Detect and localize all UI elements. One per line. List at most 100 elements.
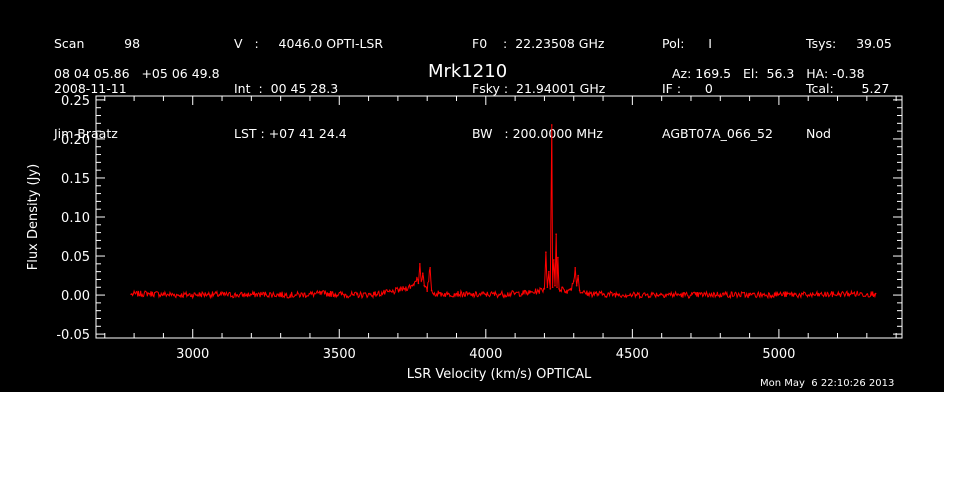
data-point bbox=[660, 293, 663, 296]
y-tick-label: 0.00 bbox=[61, 289, 90, 304]
x-tick-label: 4000 bbox=[469, 347, 502, 362]
az-el-ha: Az: 169.5 El: 56.3 HA: -0.38 bbox=[672, 66, 865, 81]
data-point bbox=[130, 293, 132, 296]
data-point bbox=[421, 272, 424, 275]
data-point bbox=[419, 263, 421, 265]
data-point bbox=[546, 286, 549, 289]
data-point bbox=[587, 292, 590, 295]
data-point bbox=[874, 292, 877, 295]
data-point bbox=[373, 293, 376, 296]
x-tick-label: 3500 bbox=[323, 347, 356, 362]
spectrum-chart: 3000 3500 4000 4500 5000 -0.05 0.00 0.05 0.10 0.1… bbox=[26, 94, 903, 382]
if-line: IF : 0 bbox=[662, 81, 713, 96]
data-point bbox=[294, 294, 297, 296]
data-point bbox=[556, 286, 558, 289]
data-point bbox=[147, 292, 150, 295]
data-point bbox=[423, 284, 426, 287]
y-tick-label: 0.25 bbox=[61, 94, 90, 109]
data-point bbox=[265, 293, 267, 296]
data-point bbox=[543, 288, 546, 290]
data-point bbox=[578, 289, 581, 292]
data-point bbox=[545, 251, 547, 253]
data-point bbox=[602, 293, 604, 296]
data-point bbox=[446, 293, 449, 296]
data-point bbox=[631, 294, 634, 296]
data-point bbox=[551, 286, 554, 289]
header-col-scan: Scan 98 2008-11-11 Jim Braatz bbox=[54, 6, 140, 171]
data-point bbox=[557, 256, 559, 259]
header-col-frequency: F0 : 22.23508 GHz Fsky : 21.94001 GHz BW… bbox=[472, 6, 605, 171]
data-point bbox=[537, 290, 540, 292]
data-point bbox=[391, 291, 393, 293]
data-point bbox=[836, 293, 839, 296]
data-point bbox=[866, 293, 868, 296]
lst-line: LST : +07 41 24.4 bbox=[234, 126, 347, 141]
header-col-tsys: Tsys: 39.05 Tcal: 5.27 Nod bbox=[806, 6, 892, 171]
x-axis-title: LSR Velocity (km/s) OPTICAL bbox=[407, 367, 592, 382]
data-point bbox=[528, 291, 531, 294]
data-point bbox=[432, 292, 434, 295]
tsys-line: Tsys: 39.05 bbox=[806, 36, 892, 51]
data-point bbox=[514, 292, 516, 295]
data-point bbox=[499, 293, 502, 296]
procedure-line: Nod bbox=[806, 126, 831, 141]
data-point bbox=[553, 259, 555, 261]
data-point bbox=[564, 291, 566, 293]
timestamp: Mon May 6 22:10:26 2013 bbox=[760, 378, 895, 389]
data-point bbox=[559, 289, 562, 292]
x-tick-label: 5000 bbox=[762, 347, 795, 362]
coordinates: 08 04 05.86 +05 06 49.8 bbox=[54, 66, 220, 81]
plot-panel: Scan 98 2008-11-11 Jim Braatz V : 4046.0… bbox=[0, 0, 944, 392]
f0-line: F0 : 22.23508 GHz bbox=[472, 36, 605, 51]
data-point bbox=[353, 294, 355, 296]
data-point bbox=[235, 294, 238, 296]
x-tick-label: 4500 bbox=[616, 347, 649, 362]
data-point bbox=[807, 294, 810, 296]
label-layer: 3000 3500 4000 4500 5000 -0.05 0.00 0.05 0.10 0.1… bbox=[26, 94, 795, 382]
data-point bbox=[567, 289, 569, 292]
y-tick-label: 0.05 bbox=[61, 250, 90, 265]
data-point bbox=[616, 293, 619, 296]
project-line: AGBT07A_066_52 bbox=[662, 126, 773, 141]
data-point bbox=[690, 294, 692, 296]
data-point bbox=[561, 286, 563, 289]
data-point bbox=[577, 274, 579, 277]
data-point bbox=[748, 294, 751, 296]
data-point bbox=[558, 288, 560, 290]
spectrum-line bbox=[130, 124, 877, 300]
data-point bbox=[420, 280, 423, 282]
data-layer bbox=[130, 124, 877, 300]
data-point bbox=[851, 292, 853, 295]
bw-line: BW : 200.0000 MHz bbox=[472, 126, 603, 141]
y-tick-label: 0.10 bbox=[61, 211, 90, 226]
data-point bbox=[411, 284, 414, 287]
header-col-pol: Pol: I IF : 0 AGBT07A_066_52 bbox=[662, 6, 773, 171]
data-point bbox=[572, 280, 575, 282]
data-point bbox=[417, 282, 420, 285]
data-point bbox=[206, 293, 209, 296]
x-tick-label: 3000 bbox=[176, 347, 209, 362]
date-line: 2008-11-11 bbox=[54, 81, 127, 96]
data-point bbox=[402, 288, 405, 290]
data-point bbox=[438, 292, 440, 295]
data-point bbox=[323, 292, 326, 295]
header-col-velocity: V : 4046.0 OPTI-LSR Int : 00 45 28.3 LST… bbox=[234, 6, 383, 171]
data-point bbox=[485, 293, 487, 296]
data-point bbox=[426, 290, 428, 292]
data-point bbox=[455, 292, 458, 295]
data-point bbox=[550, 124, 553, 126]
data-point bbox=[416, 277, 418, 279]
observer-line: Jim Braatz bbox=[54, 126, 118, 141]
fsky-line: Fsky : 21.94001 GHz bbox=[472, 81, 606, 96]
data-point bbox=[719, 293, 722, 296]
tcal-line: Tcal: 5.27 bbox=[806, 81, 890, 96]
scan-line: Scan 98 bbox=[54, 36, 141, 51]
plot-frame bbox=[95, 95, 903, 339]
y-axis-title: Flux Density (Jy) bbox=[26, 164, 41, 270]
data-point bbox=[549, 288, 552, 290]
data-point bbox=[554, 284, 556, 287]
y-tick-label: 0.20 bbox=[61, 133, 90, 148]
integration-line: Int : 00 45 28.3 bbox=[234, 81, 339, 96]
data-point bbox=[575, 284, 578, 287]
velocity-line: V : 4046.0 OPTI-LSR bbox=[234, 36, 384, 51]
